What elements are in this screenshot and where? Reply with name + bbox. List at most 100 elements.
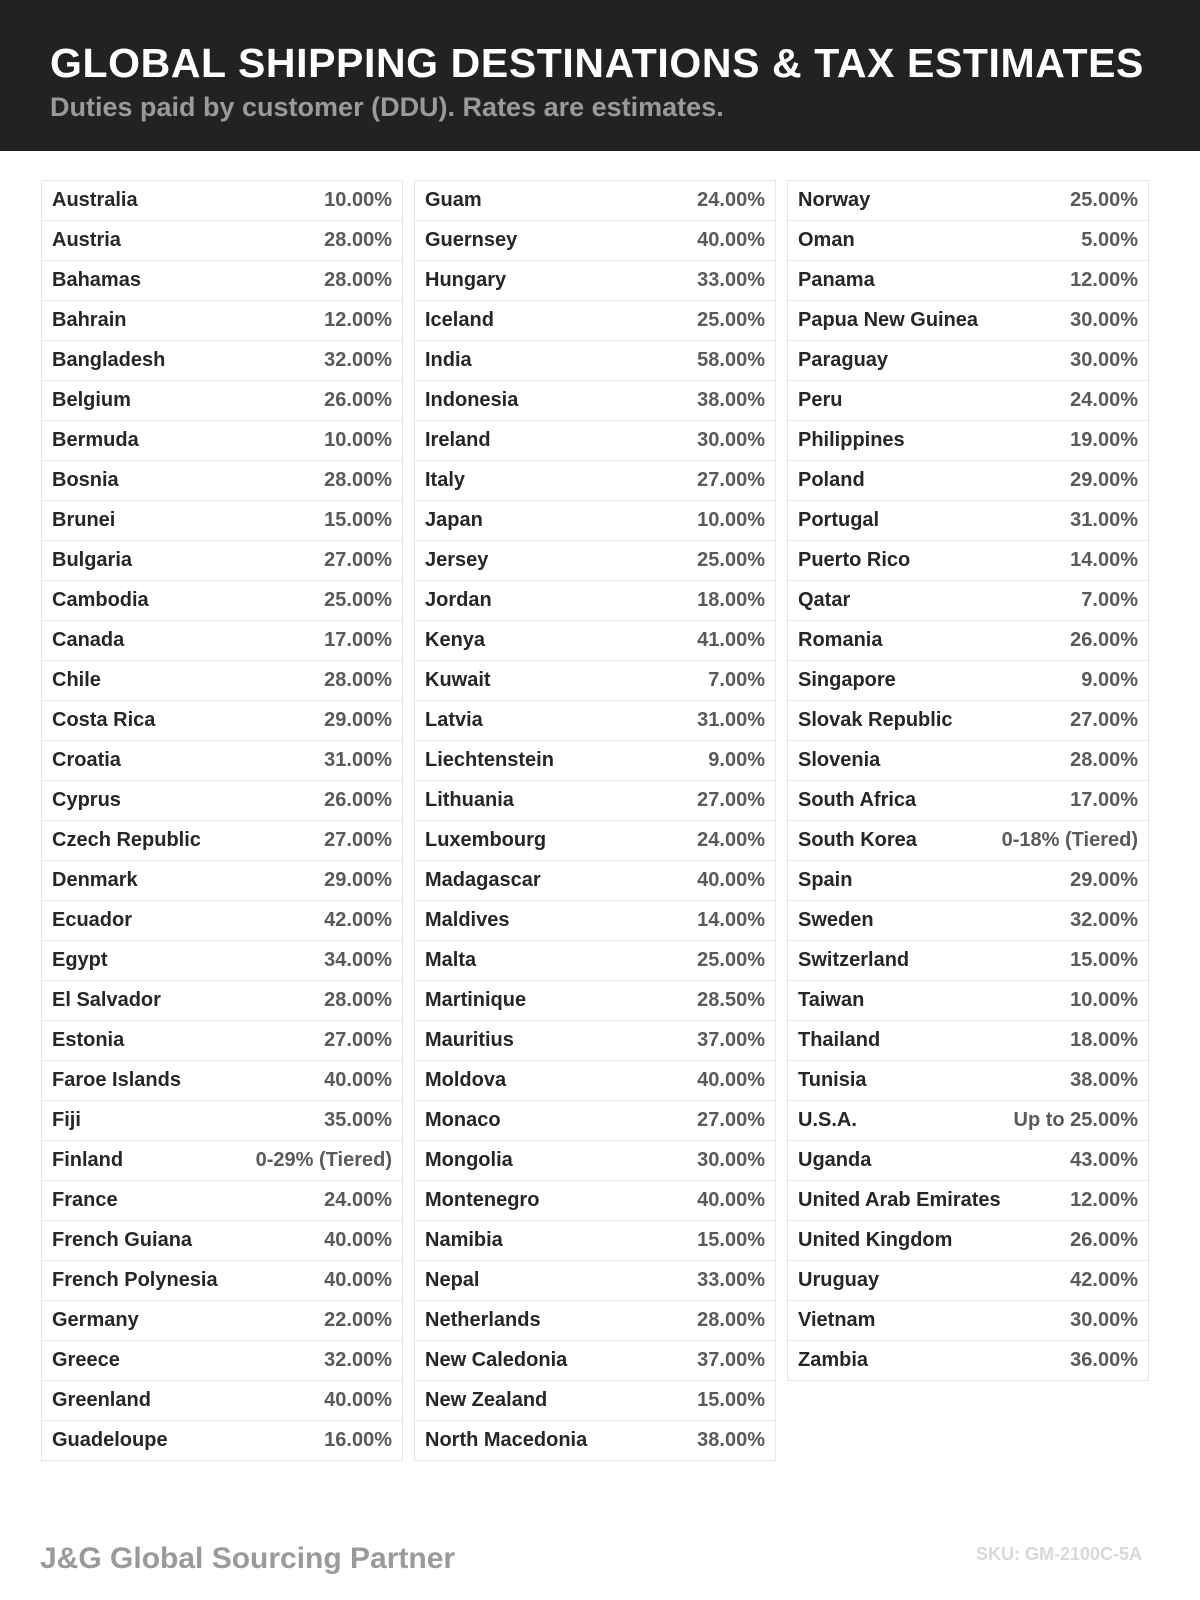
tax-rate: 0-18% (Tiered)	[1001, 829, 1138, 851]
tax-rate: 27.00%	[697, 1109, 765, 1131]
footer-brand: J&G Global Sourcing Partner	[40, 1542, 456, 1575]
table-row: Bahamas 28.00%	[42, 261, 402, 301]
country-name: Romania	[798, 629, 883, 651]
table-row: Portugal 31.00%	[788, 501, 1148, 541]
table-row: Moldova 40.00%	[415, 1061, 775, 1101]
tax-rate: 26.00%	[1070, 1229, 1138, 1251]
table-row: Australia 10.00%	[42, 181, 402, 221]
tax-rate: 27.00%	[697, 469, 765, 491]
tax-rate: 15.00%	[697, 1389, 765, 1411]
country-name: Montenegro	[425, 1189, 540, 1211]
tax-rate: 27.00%	[324, 1029, 392, 1051]
tax-rate: 18.00%	[697, 589, 765, 611]
country-name: Italy	[425, 469, 466, 491]
tax-rate: 10.00%	[324, 189, 392, 211]
country-name: Panama	[798, 269, 875, 291]
table-row: French Polynesia 40.00%	[42, 1261, 402, 1301]
country-name: Latvia	[425, 709, 483, 731]
country-name: Bulgaria	[52, 549, 133, 571]
tax-rate: 40.00%	[324, 1069, 392, 1091]
tax-rate: 33.00%	[697, 269, 765, 291]
table-row: Chile 28.00%	[42, 661, 402, 701]
country-name: Chile	[52, 669, 101, 691]
table-row: New Caledonia 37.00%	[415, 1341, 775, 1381]
country-name: Faroe Islands	[52, 1069, 181, 1091]
tax-rate: 30.00%	[697, 429, 765, 451]
tax-rate: 12.00%	[324, 309, 392, 331]
tax-rate: 28.00%	[324, 269, 392, 291]
country-name: Sweden	[798, 909, 874, 931]
tax-rate: 40.00%	[697, 229, 765, 251]
table-row: Montenegro 40.00%	[415, 1181, 775, 1221]
header-banner: GLOBAL SHIPPING DESTINATIONS & TAX ESTIM…	[0, 0, 1200, 151]
tax-rate: 41.00%	[697, 629, 765, 651]
table-row: Norway 25.00%	[788, 181, 1148, 221]
country-name: Jersey	[425, 549, 489, 571]
country-name: Poland	[798, 469, 865, 491]
table-row: Greece 32.00%	[42, 1341, 402, 1381]
country-name: New Zealand	[425, 1389, 548, 1411]
footer-sku: SKU: GM-2100C-5A	[975, 1544, 1142, 1564]
tax-rate: 15.00%	[1070, 949, 1138, 971]
country-name: South Korea	[798, 829, 917, 851]
tax-rate: 32.00%	[1070, 909, 1138, 931]
country-name: Mauritius	[425, 1029, 514, 1051]
table-row: Latvia 31.00%	[415, 701, 775, 741]
table-row: Paraguay 30.00%	[788, 341, 1148, 381]
table-row: Czech Republic 27.00%	[42, 821, 402, 861]
page-subtitle: Duties paid by customer (DDU). Rates are…	[50, 92, 724, 122]
tax-rate: 36.00%	[1070, 1349, 1138, 1371]
table-row: Kenya 41.00%	[415, 621, 775, 661]
tax-rate: 25.00%	[697, 309, 765, 331]
tax-rate: 16.00%	[324, 1429, 392, 1451]
table-row: Monaco 27.00%	[415, 1101, 775, 1141]
tax-rate: 37.00%	[697, 1349, 765, 1371]
tax-rate: 10.00%	[697, 509, 765, 531]
table-row: Poland 29.00%	[788, 461, 1148, 501]
country-name: Fiji	[52, 1109, 81, 1131]
table-row: Kuwait 7.00%	[415, 661, 775, 701]
country-name: Croatia	[52, 749, 121, 771]
country-name: Namibia	[425, 1229, 503, 1251]
table-row: India 58.00%	[415, 341, 775, 381]
table-row: South Korea 0-18% (Tiered)	[788, 821, 1148, 861]
country-name: Netherlands	[425, 1309, 541, 1331]
table-row: Mongolia 30.00%	[415, 1141, 775, 1181]
country-name: Czech Republic	[52, 829, 201, 851]
country-name: Zambia	[798, 1349, 869, 1371]
tax-rate: 28.00%	[1070, 749, 1138, 771]
table-row: United Arab Emirates 12.00%	[788, 1181, 1148, 1221]
tax-rate: 26.00%	[324, 789, 392, 811]
country-name: El Salvador	[52, 989, 161, 1011]
country-name: Kenya	[425, 629, 486, 651]
tax-rate: 40.00%	[324, 1229, 392, 1251]
country-name: Mongolia	[425, 1149, 513, 1171]
country-name: Denmark	[52, 869, 138, 891]
table-row: Peru 24.00%	[788, 381, 1148, 421]
tax-rate: Up to 25.00%	[1013, 1109, 1138, 1131]
table-row: Netherlands 28.00%	[415, 1301, 775, 1341]
tax-rate: 9.00%	[1081, 669, 1138, 691]
country-name: Cyprus	[52, 789, 121, 811]
table-row: Ireland 30.00%	[415, 421, 775, 461]
tax-rate: 28.00%	[324, 469, 392, 491]
country-name: Slovenia	[798, 749, 881, 771]
tax-rate: 40.00%	[324, 1269, 392, 1291]
tax-rate: 5.00%	[1081, 229, 1138, 251]
country-name: Iceland	[425, 309, 494, 331]
table-row: France 24.00%	[42, 1181, 402, 1221]
tax-rate: 43.00%	[1070, 1149, 1138, 1171]
tax-rate: 7.00%	[1081, 589, 1138, 611]
table-row: Croatia 31.00%	[42, 741, 402, 781]
country-name: Australia	[52, 189, 138, 211]
country-name: Madagascar	[425, 869, 541, 891]
country-name: U.S.A.	[798, 1109, 857, 1131]
table-row: Papua New Guinea 30.00%	[788, 301, 1148, 341]
country-name: Jordan	[425, 589, 492, 611]
table-row: Guadeloupe 16.00%	[42, 1421, 402, 1461]
country-name: Luxembourg	[425, 829, 547, 851]
tax-rate: 37.00%	[697, 1029, 765, 1051]
country-name: Martinique	[425, 989, 527, 1011]
tax-rate: 27.00%	[324, 549, 392, 571]
table-row: Luxembourg 24.00%	[415, 821, 775, 861]
